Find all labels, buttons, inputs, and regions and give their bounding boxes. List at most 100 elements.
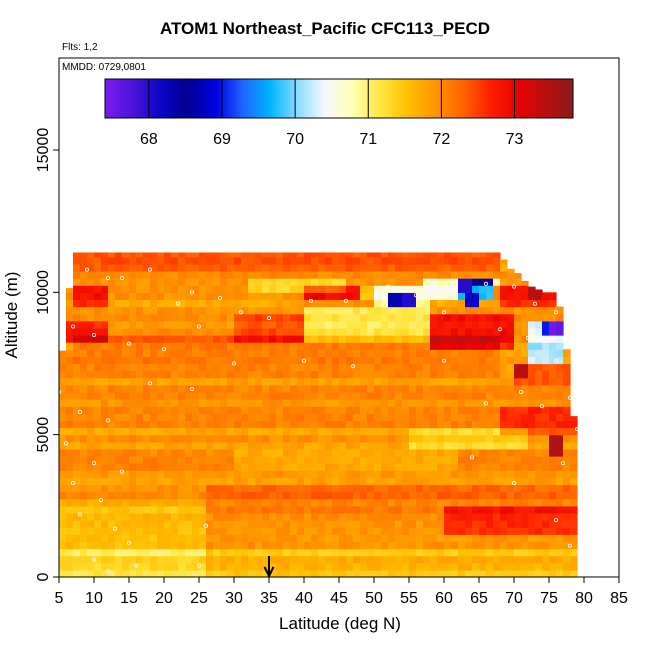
heatmap-cell xyxy=(381,377,389,386)
heatmap-cell xyxy=(430,498,438,507)
heatmap-cell xyxy=(402,555,410,564)
heatmap-cell xyxy=(367,263,375,272)
heatmap-cell xyxy=(374,263,382,272)
heatmap-cell xyxy=(500,555,508,564)
heatmap-cell xyxy=(458,470,466,478)
sample-point xyxy=(217,295,222,300)
heatmap-cell xyxy=(122,434,130,443)
heatmap-cell xyxy=(87,498,95,507)
heatmap-cell xyxy=(171,270,179,279)
heatmap-cell xyxy=(269,292,277,301)
heatmap-cell xyxy=(395,555,403,564)
heatmap-cell xyxy=(150,512,158,521)
heatmap-cell xyxy=(507,534,515,543)
heatmap-cell xyxy=(171,413,179,422)
heatmap-cell xyxy=(549,363,557,372)
heatmap-cell xyxy=(262,252,270,258)
heatmap-cell xyxy=(178,335,186,343)
heatmap-cell xyxy=(374,470,382,478)
heatmap-cell xyxy=(115,413,123,422)
heatmap-cell xyxy=(297,569,305,578)
heatmap-cell xyxy=(80,278,88,286)
heatmap-cell xyxy=(353,505,361,514)
heatmap-cell xyxy=(325,313,333,322)
heatmap-cell xyxy=(73,263,81,272)
heatmap-cell xyxy=(353,413,361,422)
heatmap-cell xyxy=(500,477,508,486)
heatmap-cell xyxy=(374,505,382,514)
heatmap-cell xyxy=(325,263,333,272)
heatmap-cell xyxy=(507,370,515,379)
heatmap-cell xyxy=(297,434,305,443)
heatmap-cell xyxy=(115,534,123,543)
heatmap-cell xyxy=(402,470,410,478)
heatmap-cell xyxy=(311,335,319,343)
heatmap-cell xyxy=(493,320,501,329)
heatmap-cell xyxy=(87,527,95,535)
heatmap-cell xyxy=(339,256,347,265)
heatmap-cell xyxy=(444,313,452,322)
heatmap-cell xyxy=(556,470,564,478)
heatmap-cell xyxy=(318,349,326,357)
heatmap-cell xyxy=(409,420,417,429)
heatmap-cell xyxy=(94,313,102,322)
heatmap-cell xyxy=(269,270,277,279)
heatmap-cell xyxy=(430,327,438,336)
heatmap-cell xyxy=(458,541,466,550)
heatmap-cell xyxy=(493,349,501,357)
sample-point xyxy=(133,563,138,568)
heatmap-cell xyxy=(528,534,536,543)
heatmap-cell xyxy=(360,463,368,471)
heatmap-cell xyxy=(367,427,375,436)
heatmap-cell xyxy=(94,420,102,429)
heatmap-cell xyxy=(451,356,459,365)
heatmap-cell xyxy=(283,470,291,478)
heatmap-cell xyxy=(528,441,536,450)
heatmap-cell xyxy=(241,327,249,336)
heatmap-cell xyxy=(136,313,144,322)
heatmap-cell xyxy=(416,534,424,543)
heatmap-cell xyxy=(269,335,277,343)
heatmap-cell xyxy=(395,335,403,343)
heatmap-cell xyxy=(157,434,165,443)
heatmap-cell xyxy=(325,370,333,379)
sample-point xyxy=(526,335,531,340)
heatmap-cell xyxy=(381,555,389,564)
colorbar-tick-label: 71 xyxy=(359,131,377,148)
heatmap-cell xyxy=(80,313,88,322)
heatmap-cell xyxy=(444,512,452,521)
heatmap-cell xyxy=(80,470,88,478)
x-tick-label: 80 xyxy=(575,590,593,607)
heatmap-cell xyxy=(73,285,81,293)
flights-label: Flts: 1,2 xyxy=(62,42,98,53)
heatmap-cell xyxy=(346,292,354,301)
heatmap-cell xyxy=(129,335,137,343)
heatmap-cell xyxy=(108,498,116,507)
heatmap-cell xyxy=(423,313,431,322)
heatmap-cell xyxy=(360,441,368,450)
heatmap-cell xyxy=(227,363,235,372)
heatmap-cell xyxy=(563,534,571,543)
heatmap-cell xyxy=(465,555,473,564)
heatmap-cell xyxy=(143,441,151,450)
heatmap-cell xyxy=(465,441,473,450)
heatmap-cell xyxy=(206,413,214,422)
heatmap-cell xyxy=(122,548,130,557)
heatmap-cell xyxy=(444,377,452,386)
heatmap-cell xyxy=(458,427,466,436)
heatmap-cell xyxy=(108,555,116,564)
heatmap-cell xyxy=(416,252,424,258)
heatmap-cell xyxy=(465,327,473,336)
heatmap-cell xyxy=(388,356,396,365)
heatmap-cell xyxy=(108,534,116,543)
heatmap-cell xyxy=(332,335,340,343)
heatmap-cell xyxy=(213,299,221,308)
heatmap-cell xyxy=(150,555,158,564)
heatmap-cell xyxy=(311,356,319,365)
heatmap-cell xyxy=(143,391,151,400)
heatmap-cell xyxy=(59,399,67,407)
heatmap-cell xyxy=(234,548,242,557)
heatmap-cell xyxy=(542,327,550,336)
heatmap-cell xyxy=(241,413,249,422)
heatmap-cell xyxy=(129,270,137,279)
